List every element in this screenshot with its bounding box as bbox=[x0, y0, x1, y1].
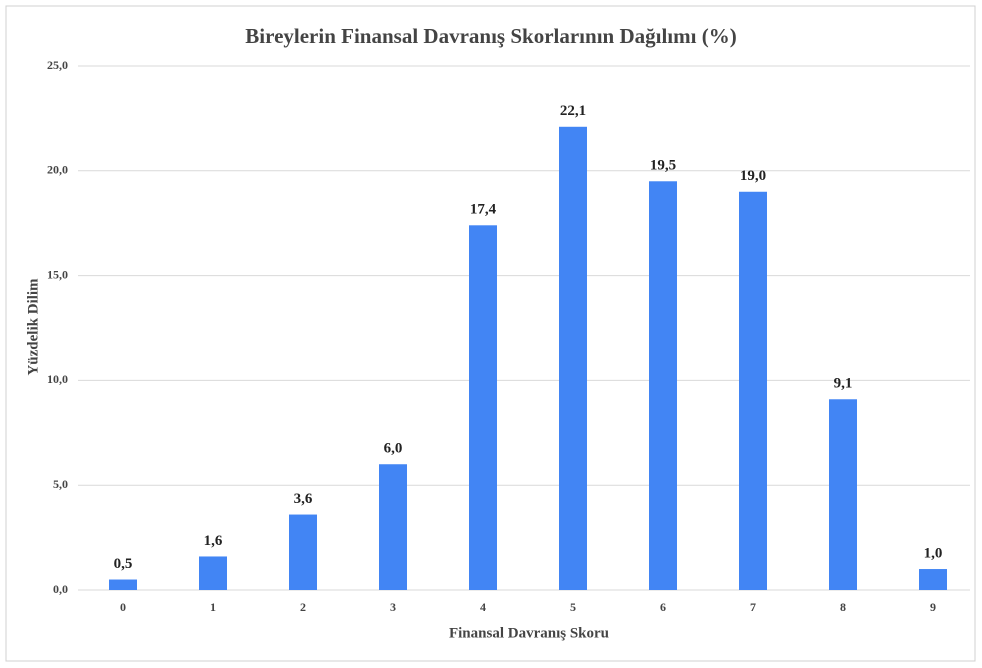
bar bbox=[379, 464, 407, 590]
x-tick-label: 3 bbox=[390, 600, 396, 614]
x-tick-label: 6 bbox=[660, 600, 666, 614]
x-axis-title: Finansal Davranış Skoru bbox=[449, 625, 609, 641]
x-tick-label: 0 bbox=[120, 600, 126, 614]
y-tick-label: 15,0 bbox=[47, 267, 68, 281]
y-tick-label: 0,0 bbox=[53, 582, 68, 596]
y-tick-label: 20,0 bbox=[47, 163, 68, 177]
data-label: 1,0 bbox=[924, 545, 943, 561]
data-label: 0,5 bbox=[114, 556, 133, 572]
x-tick-label: 8 bbox=[840, 600, 846, 614]
x-tick-label: 2 bbox=[300, 600, 306, 614]
bar bbox=[289, 514, 317, 590]
chart-title: Bireylerin Finansal Davranış Skorlarının… bbox=[245, 24, 736, 48]
x-tick-label: 1 bbox=[210, 600, 216, 614]
data-label: 9,1 bbox=[834, 376, 853, 392]
data-label: 17,4 bbox=[470, 202, 497, 218]
y-tick-label: 5,0 bbox=[53, 477, 68, 491]
bar bbox=[199, 556, 227, 590]
bar bbox=[649, 181, 677, 590]
y-tick-label: 10,0 bbox=[47, 372, 68, 386]
data-label: 19,5 bbox=[650, 158, 676, 174]
bar bbox=[469, 225, 497, 590]
data-label: 6,0 bbox=[384, 441, 403, 457]
data-label: 3,6 bbox=[294, 491, 313, 507]
y-tick-label: 25,0 bbox=[47, 58, 68, 72]
bar bbox=[919, 569, 947, 590]
bar bbox=[739, 191, 767, 590]
data-label: 1,6 bbox=[204, 533, 223, 549]
bar bbox=[109, 579, 137, 590]
data-label: 19,0 bbox=[740, 168, 766, 184]
x-tick-label: 4 bbox=[480, 600, 486, 614]
bar bbox=[559, 126, 587, 590]
y-axis-title: Yüzdelik Dilim bbox=[25, 278, 41, 376]
bar bbox=[829, 399, 857, 590]
x-tick-label: 9 bbox=[930, 600, 936, 614]
data-label: 22,1 bbox=[560, 103, 586, 119]
x-tick-label: 5 bbox=[570, 600, 576, 614]
x-tick-label: 7 bbox=[750, 600, 756, 614]
